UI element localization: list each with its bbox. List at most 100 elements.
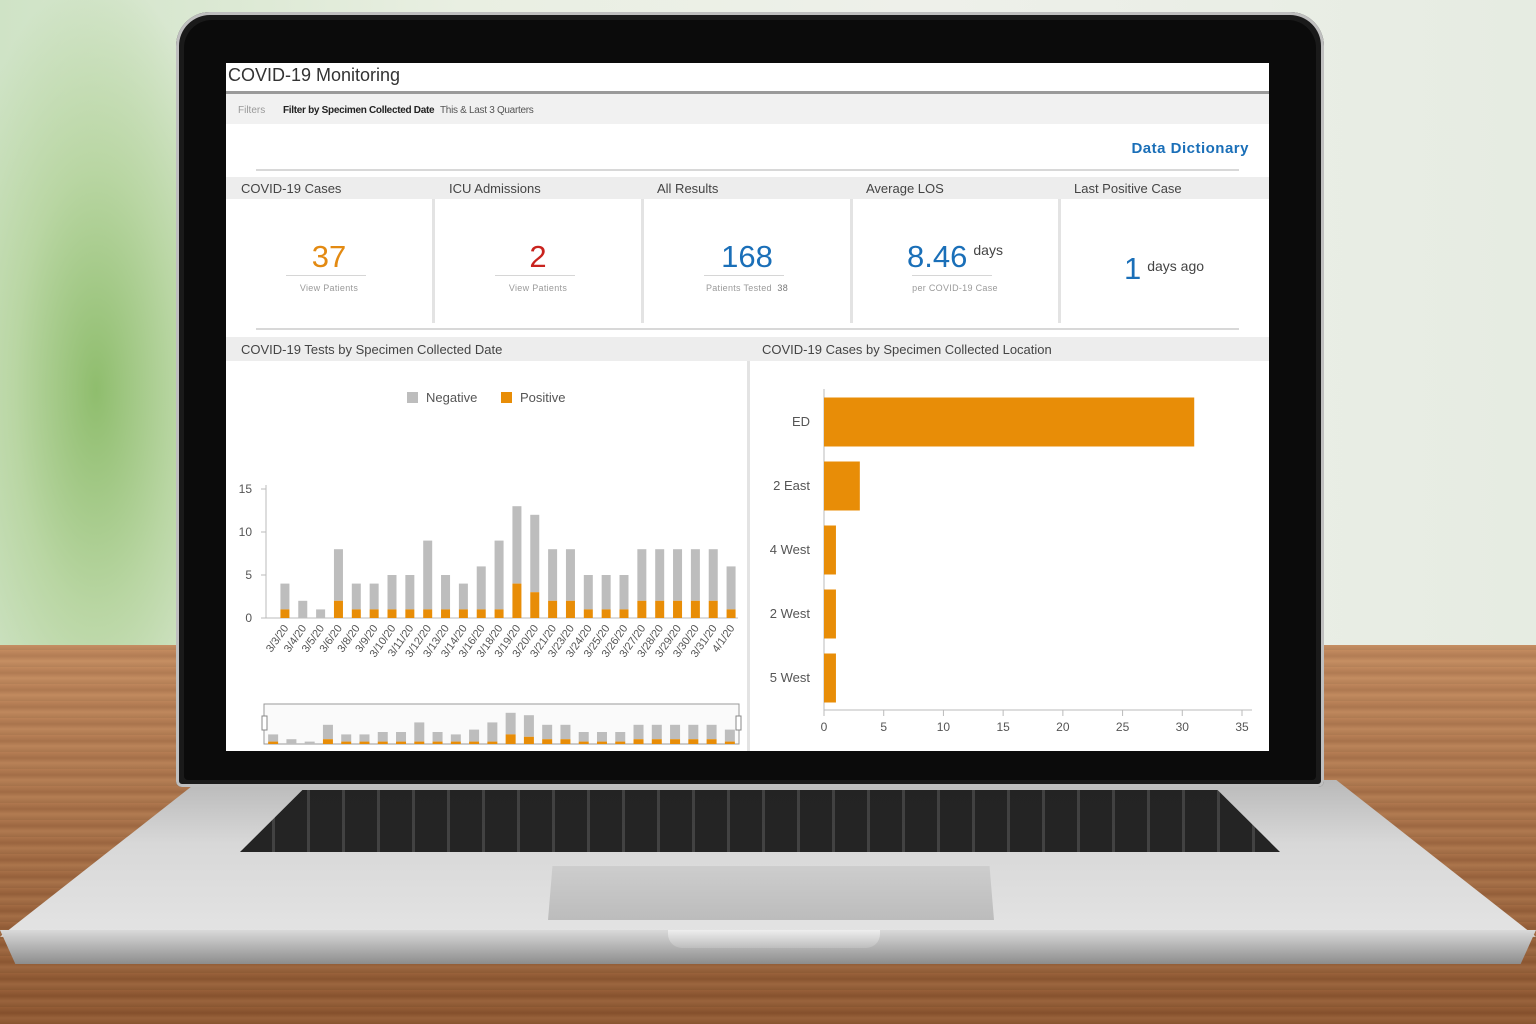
navigator-bar-negative: [487, 722, 498, 742]
location-label: 4 West: [770, 542, 811, 557]
kpi-header-last-positive: Last Positive Case: [1074, 181, 1182, 196]
bar-negative: [583, 575, 593, 610]
filter-bar: Filters Filter by Specimen Collected Dat…: [226, 94, 1269, 124]
location-bar: [824, 461, 860, 511]
bar-negative: [530, 514, 540, 593]
legend-label-positive: Positive: [520, 390, 566, 405]
location-bar: [824, 525, 836, 575]
filters-label: Filters: [238, 105, 266, 116]
navigator-bar-positive: [469, 741, 480, 744]
kpi-underline: [912, 275, 992, 276]
y-tick-label: 5: [245, 568, 252, 582]
x-tick-label: 5: [880, 720, 887, 734]
navigator-handle-left[interactable]: [261, 715, 268, 731]
bar-positive: [458, 609, 468, 618]
filter-date-value[interactable]: This & Last 3 Quarters: [440, 105, 534, 116]
bar-positive: [726, 609, 736, 618]
bar-negative: [673, 549, 683, 601]
location-label: 2 West: [770, 606, 811, 621]
bar-positive: [690, 600, 700, 618]
los-value: 8.46: [907, 239, 968, 274]
bar-positive: [565, 600, 575, 618]
range-navigator: [261, 703, 742, 745]
legend-swatch-positive: [501, 392, 512, 403]
navigator-bar-negative: [560, 724, 571, 740]
navigator-bar-negative: [414, 722, 425, 742]
bar-negative: [690, 549, 700, 601]
navigator-bar-positive: [633, 739, 644, 744]
kpi-underline: [704, 275, 784, 276]
x-tick-label: 30: [1176, 720, 1190, 734]
navigator-bar-negative: [505, 712, 516, 735]
kpi-card-last-positive: 1 days ago: [1061, 199, 1267, 323]
kpi-underline: [495, 275, 575, 276]
cases-by-location-chart: 0 5 10 15 20 25 30 35 ED 2 East 4 West 2 West 5 West: [770, 389, 1252, 734]
navigator-bar-positive: [414, 741, 425, 744]
bar-negative: [726, 566, 736, 610]
view-patients-link-icu[interactable]: View Patients: [508, 283, 568, 293]
kpi-sub-results: Patients Tested 38: [644, 283, 850, 293]
patients-tested-label: Patients Tested: [705, 283, 772, 293]
navigator-bar-negative: [304, 741, 315, 744]
bar-positive: [405, 609, 415, 618]
navigator-handle-right[interactable]: [735, 715, 742, 731]
navigator-bar-negative: [359, 734, 370, 742]
navigator-bar-negative: [286, 739, 297, 744]
section-divider: [256, 328, 1239, 330]
view-patients-link-cases[interactable]: View Patients: [299, 283, 359, 293]
bar-negative: [565, 549, 575, 601]
navigator-bar-negative: [523, 715, 534, 737]
bar-positive: [548, 600, 558, 618]
bar-positive: [512, 583, 522, 618]
navigator-bar-negative: [341, 734, 352, 742]
navigator-bar-positive: [651, 739, 662, 744]
kpi-header-cases: COVID-19 Cases: [241, 181, 342, 196]
filter-date-button[interactable]: Filter by Specimen Collected Date: [283, 105, 435, 116]
x-tick-label: 0: [821, 720, 828, 734]
bar-positive: [637, 600, 647, 618]
navigator-bar-positive: [396, 741, 407, 744]
x-tick-label: 20: [1056, 720, 1070, 734]
last-positive-value: 1: [1123, 251, 1142, 286]
kpi-value-cases: 37: [311, 239, 347, 274]
navigator-bar-positive: [268, 741, 279, 744]
bar-negative: [387, 575, 397, 610]
navigator-bar-negative: [633, 724, 644, 740]
kpi-value-los: 8.46 days: [852, 239, 1058, 275]
patients-tested-count: 38: [777, 283, 789, 293]
navigator-bar-positive: [596, 741, 607, 744]
navigator-bar-negative: [688, 724, 699, 740]
y-tick-label: 15: [239, 482, 253, 496]
navigator-bar-negative: [396, 732, 407, 742]
y-tick-label: 0: [245, 611, 252, 625]
bar-negative: [316, 609, 326, 618]
bar-positive: [369, 609, 379, 618]
bar-negative: [441, 575, 451, 610]
location-bar: [824, 653, 836, 703]
bar-negative: [512, 506, 522, 584]
navigator-bar-positive: [670, 739, 681, 744]
title-divider: [226, 91, 1269, 94]
kpi-header-los: Average LOS: [866, 181, 944, 196]
location-label: 5 West: [770, 670, 811, 685]
navigator-bar-positive: [578, 741, 589, 744]
navigator-bar-positive: [542, 739, 553, 744]
bar-negative: [423, 540, 433, 610]
bar-positive: [280, 609, 290, 618]
kpi-sub-los: per COVID-19 Case: [912, 283, 998, 293]
navigator-bar-positive: [322, 739, 333, 744]
location-bar: [824, 397, 1195, 447]
location-chart-title: COVID-19 Cases by Specimen Collected Loc…: [762, 342, 1052, 357]
data-dictionary-link[interactable]: Data Dictionary: [1131, 140, 1249, 157]
bar-positive: [351, 609, 361, 618]
bar-positive: [601, 609, 611, 618]
navigator-bar-positive: [341, 741, 352, 744]
tests-chart-header: COVID-19 Tests by Specimen Collected Dat…: [226, 337, 747, 361]
bar-negative: [637, 549, 647, 601]
section-divider: [256, 169, 1239, 171]
y-tick-label: 10: [239, 525, 253, 539]
navigator-bar-negative: [268, 734, 279, 742]
kpi-underline: [286, 275, 366, 276]
bar-positive: [494, 609, 504, 618]
